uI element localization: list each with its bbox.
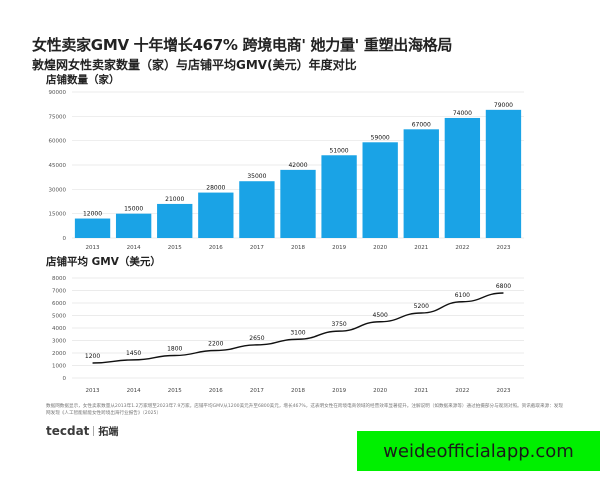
bar-x-tick-label: 2018 [291,245,305,251]
line-x-tick-label: 2014 [127,388,141,394]
bar-x-tick-label: 2014 [127,245,141,251]
bar-x-tick-label: 2013 [86,245,100,251]
bar-data-label: 79000 [494,102,513,109]
line-y-tick-label: 8000 [52,276,66,282]
line-y-tick-label: 5000 [52,314,66,320]
line-data-label: 1450 [126,350,141,357]
line-x-tick-label: 2017 [250,388,264,394]
line-x-tick-label: 2020 [373,388,387,394]
bar [74,218,111,238]
bar-y-tick-label: 30000 [49,187,67,193]
bar-data-label: 35000 [247,173,266,180]
line-x-tick-label: 2022 [455,388,469,394]
bar-y-tick-label: 45000 [49,163,67,169]
bar-data-label: 12000 [83,211,102,218]
line-x-tick-label: 2021 [414,388,428,394]
line-data-label: 1800 [167,346,182,353]
line-x-tick-label: 2016 [209,388,223,394]
bar-data-label: 59000 [371,134,390,141]
line-y-tick-label: 1000 [52,364,66,370]
bar-x-tick-label: 2020 [373,245,387,251]
bar-data-label: 74000 [453,110,472,117]
bar-x-tick-label: 2021 [414,245,428,251]
bar-x-tick-label: 2022 [455,245,469,251]
bar-chart: 0 15000 30000 45000 60000 75000 90000 12000 2013… [49,90,524,251]
watermark-text: weideofficialapp.com [383,440,574,462]
bar [403,129,439,238]
line-y-tick-label: 0 [63,376,67,382]
line-data-label: 6100 [455,292,470,299]
line-y-tick-label: 2000 [52,351,66,357]
logo-brand: tecdat [46,423,90,438]
bar [362,142,398,238]
line-y-tick-label: 4000 [52,326,66,332]
line-x-tick-label: 2015 [168,388,182,394]
watermark-banner: weideofficialapp.com [357,431,600,471]
line-data-label: 2200 [208,341,223,348]
bar-x-tick-label: 2016 [209,245,223,251]
bar-chart-title: 店铺数量（家） [46,74,120,86]
line-data-label: 6800 [496,283,511,290]
bar-x-tick-label: 2019 [332,245,346,251]
bar [115,213,152,238]
bar-x-tick-label: 2023 [496,245,510,251]
bar-data-label: 42000 [288,162,307,169]
footnote: 数据网数据显示，女性卖家数量从2013年1.2万家增至2023年7.9万家。店铺… [46,404,563,416]
bar-y-tick-label: 15000 [49,212,67,218]
bar-data-label: 28000 [206,185,225,192]
bar-y-tick-label: 75000 [49,114,67,120]
line-chart-title: 店铺平均 GMV（美元） [46,256,161,268]
line-data-label: 1200 [85,353,100,360]
chart-subtitle: 敦煌网女性卖家数量（家）与店铺平均GMV(美元）年度对比 [32,58,357,72]
bar [157,203,193,238]
line-x-tick-label: 2023 [496,388,510,394]
bar-y-tick-label: 0 [63,236,67,242]
bar [198,192,234,238]
bar [239,181,275,238]
bar-data-label: 15000 [124,206,143,213]
bar-x-tick-label: 2015 [168,245,182,251]
line-data-label: 3100 [290,329,305,336]
chart-title: 女性卖家GMV 十年增长467% 跨境电商' 她力量' 重塑出海格局 [32,36,453,54]
line-y-tick-label: 6000 [52,301,66,307]
bar [444,117,481,238]
bar [485,109,522,238]
tecdat-logo: tecdat 拓端 [46,423,119,439]
bar-x-tick-label: 2017 [250,245,264,251]
line-x-tick-label: 2019 [332,388,346,394]
line-data-label: 2650 [249,335,264,342]
bar-y-tick-label: 60000 [49,139,67,145]
logo-divider [93,425,95,436]
line-x-tick-label: 2013 [86,388,100,394]
line-y-tick-label: 3000 [52,339,66,345]
bar [280,169,316,238]
bar [321,155,357,238]
gmv-series-line [92,292,504,364]
bar-data-label: 21000 [165,196,184,203]
bar-data-label: 67000 [412,121,431,128]
line-data-label: 4500 [373,312,388,319]
line-y-tick-label: 7000 [52,289,66,295]
line-chart: 0 1000 2000 3000 4000 5000 6000 7000 8000 1200 201… [52,276,524,394]
logo-cn-text: 拓端 [98,427,119,438]
bar-data-label: 51000 [330,147,349,154]
line-data-label: 5200 [414,303,429,310]
bar-y-tick-label: 90000 [49,90,67,96]
line-data-label: 3750 [331,321,346,328]
line-x-tick-label: 2018 [291,388,305,394]
